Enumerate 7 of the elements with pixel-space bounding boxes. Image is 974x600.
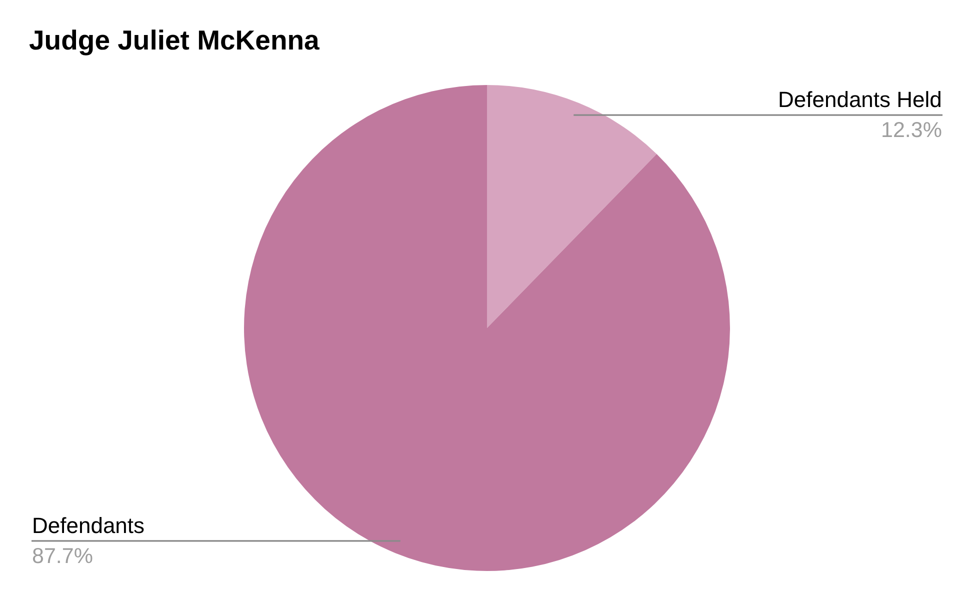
slice-label: Defendants Held (778, 87, 942, 112)
chart-title: Judge Juliet McKenna (29, 24, 320, 56)
pie-slice (244, 85, 730, 571)
data-label: 12.3% (881, 118, 942, 142)
pie-slice (487, 85, 657, 328)
data-label: 87.7% (32, 544, 93, 568)
slice-label: Defendants (32, 513, 145, 538)
